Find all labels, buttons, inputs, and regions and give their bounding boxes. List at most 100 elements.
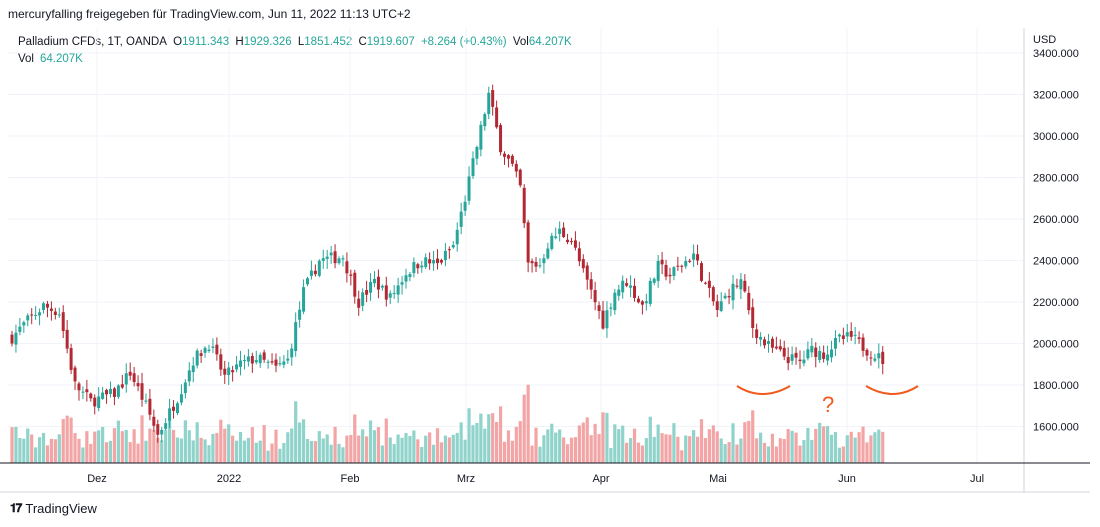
volume-bar (380, 445, 384, 463)
volume-bar (321, 438, 325, 463)
volume-bar (802, 440, 806, 463)
candle-body (558, 228, 562, 234)
volume-bar (857, 432, 861, 463)
footer-brand[interactable]: 𝟏𝟕 TradingView (10, 501, 97, 516)
volume-bar (558, 429, 562, 463)
currency-label: USD (1033, 34, 1056, 46)
candle-body (865, 349, 869, 356)
candle-body (849, 331, 853, 337)
candle-body (569, 241, 573, 243)
candle-body (242, 360, 246, 362)
candle-body (116, 385, 120, 397)
volume-bar (81, 447, 85, 463)
candle-body (258, 354, 262, 364)
volume-bar (715, 431, 719, 463)
candle-body (203, 347, 207, 353)
question-mark-annotation: ? (822, 392, 834, 417)
volume-bar (739, 438, 743, 463)
candle-body (700, 263, 703, 281)
volume-bar (747, 420, 751, 463)
candle-body (408, 274, 412, 278)
volume-bar (463, 439, 467, 463)
candle-body (707, 280, 711, 288)
volume-bar (487, 414, 491, 463)
volume-bar (550, 423, 554, 463)
candle-body (814, 347, 818, 358)
volume-bar (877, 429, 881, 463)
candle-body (211, 346, 215, 348)
volume-bar (585, 417, 589, 463)
candle-body (42, 303, 46, 310)
candle-body (759, 336, 763, 340)
volume-indicator-label[interactable]: Vol (18, 53, 34, 65)
candle-body (69, 348, 73, 370)
volume-bar (727, 442, 731, 463)
volume-bar (301, 419, 306, 463)
candle-body (656, 260, 660, 281)
candle-body (562, 227, 566, 238)
candle-body (554, 236, 558, 239)
volume-bar (97, 430, 101, 463)
candle-body (463, 201, 467, 211)
volume-bar (211, 433, 215, 463)
candle-body (826, 354, 830, 361)
candle-body (703, 282, 707, 284)
candle-body (837, 334, 841, 337)
candle-body (136, 383, 140, 387)
candle-body (617, 289, 621, 296)
candle-body (881, 351, 885, 364)
candle-body (483, 114, 487, 127)
volume-bar (361, 429, 365, 463)
volume-bar (743, 422, 747, 463)
volume-bar (278, 448, 282, 463)
volume-bar (365, 436, 369, 463)
x-tick-label: Feb (341, 473, 360, 485)
volume-bar (317, 431, 321, 463)
volume-bar (294, 401, 298, 463)
candle-body (751, 307, 755, 328)
candle-body (601, 310, 605, 329)
candle-body (487, 92, 491, 115)
candle-body (384, 285, 388, 300)
symbol-name[interactable]: Palladium CFDs, 1T, OANDA (18, 36, 167, 48)
volume-bar (101, 426, 105, 463)
volume-bar (274, 429, 278, 463)
candle-body (514, 163, 518, 172)
volume-label: Vol (512, 36, 529, 48)
volume-bar (349, 435, 353, 463)
candle-body (18, 326, 22, 332)
volume-bar (628, 438, 633, 463)
volume-bar (428, 432, 432, 463)
volume-bar (786, 429, 790, 463)
candle-body (349, 274, 353, 276)
volume-bar (542, 435, 546, 463)
volume-bar (613, 424, 617, 463)
volume-bar (439, 442, 444, 463)
volume-bar (684, 435, 688, 463)
volume-bar (668, 434, 672, 463)
candle-body (774, 346, 778, 349)
volume-bar (53, 439, 57, 463)
close-value: 1919.607 (366, 36, 415, 48)
volume-bar (298, 422, 302, 463)
volume-bar (266, 450, 270, 463)
volume-bar (479, 413, 483, 463)
candle-body (766, 341, 770, 344)
volume-bar (65, 415, 69, 463)
candle-body (105, 389, 109, 395)
candle-body (731, 283, 735, 301)
candle-body (34, 315, 38, 317)
candle-body (420, 265, 424, 268)
volume-bar (392, 444, 396, 463)
candle-body (763, 339, 767, 346)
volume-bar (45, 445, 50, 463)
volume-bar (818, 422, 822, 463)
candle-body (542, 258, 546, 264)
volume-bar (794, 432, 798, 463)
volume-bar (609, 447, 613, 463)
candle-body (306, 278, 309, 285)
volume-bar (388, 437, 392, 463)
candle-body (274, 359, 278, 366)
volume-bar (869, 435, 873, 463)
